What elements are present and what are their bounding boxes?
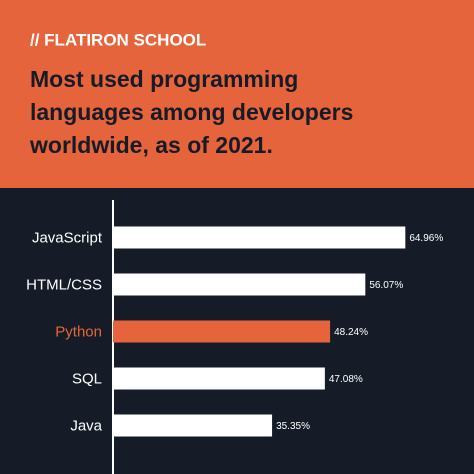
chart-title: languages among developers [30,99,353,125]
bar [113,367,325,390]
value-label: 35.35% [276,421,310,432]
bar [113,414,273,437]
category-label: Python [55,323,102,340]
brand: // FLATIRON SCHOOL [30,30,206,49]
bar [113,273,366,296]
value-label: 47.08% [329,374,363,385]
category-label: JavaScript [32,229,103,246]
bar [113,320,331,343]
chart-title: Most used programming [30,66,298,92]
chart-title: worldwide, as of 2021. [29,132,273,158]
value-label: 56.07% [369,280,403,291]
bar [113,226,406,249]
value-label: 64.96% [409,233,443,244]
category-label: SQL [72,370,102,387]
category-label: Java [70,417,102,434]
category-label: HTML/CSS [26,276,102,293]
value-label: 48.24% [334,327,368,338]
header-band [0,0,474,188]
